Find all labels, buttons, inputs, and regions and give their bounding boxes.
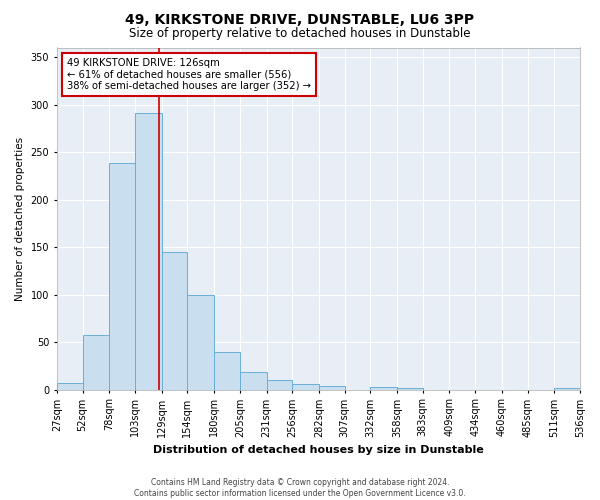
X-axis label: Distribution of detached houses by size in Dunstable: Distribution of detached houses by size … [153,445,484,455]
Bar [554,388,580,390]
Bar [214,352,240,390]
Text: Size of property relative to detached houses in Dunstable: Size of property relative to detached ho… [129,28,471,40]
Bar [240,372,266,390]
Bar [319,386,344,390]
Bar [57,383,83,390]
Bar [161,252,187,390]
Bar [370,387,397,390]
Bar [397,388,423,390]
Bar [109,162,135,390]
Text: 49, KIRKSTONE DRIVE, DUNSTABLE, LU6 3PP: 49, KIRKSTONE DRIVE, DUNSTABLE, LU6 3PP [125,12,475,26]
Y-axis label: Number of detached properties: Number of detached properties [15,136,25,300]
Bar [266,380,292,390]
Text: 49 KIRKSTONE DRIVE: 126sqm
← 61% of detached houses are smaller (556)
38% of sem: 49 KIRKSTONE DRIVE: 126sqm ← 61% of deta… [67,58,311,91]
Bar [83,336,109,390]
Bar [292,384,319,390]
Bar [187,294,214,390]
Text: Contains HM Land Registry data © Crown copyright and database right 2024.
Contai: Contains HM Land Registry data © Crown c… [134,478,466,498]
Bar [135,113,161,390]
